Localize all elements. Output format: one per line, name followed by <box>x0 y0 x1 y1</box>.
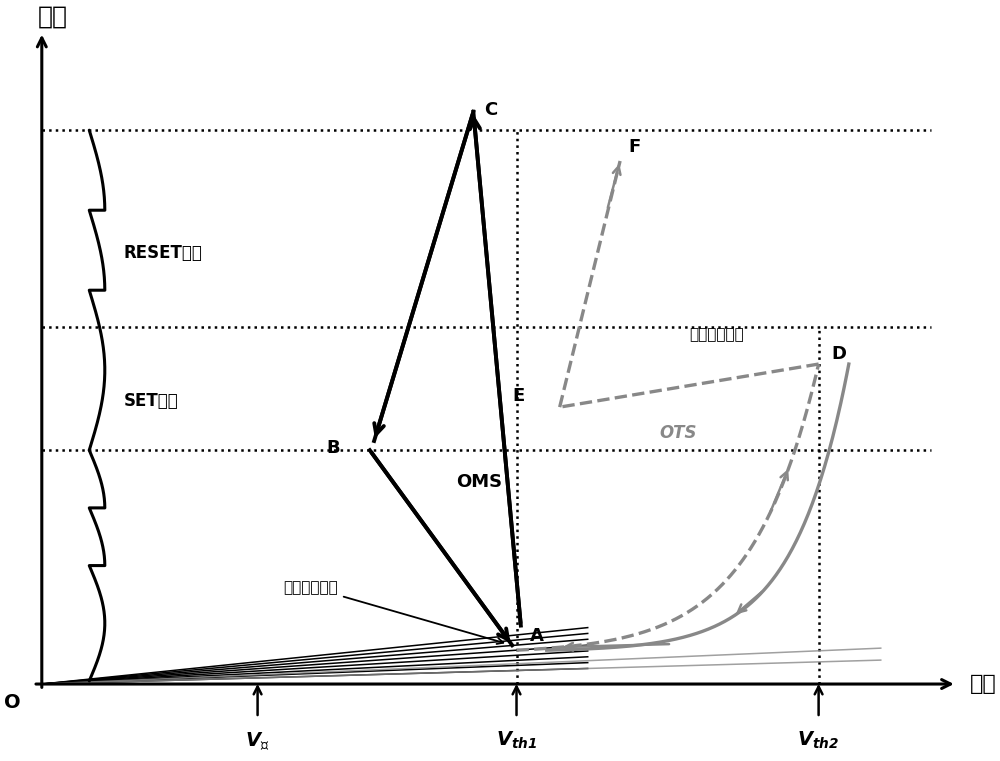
Text: $\bfit{V}_{th1}$: $\bfit{V}_{th1}$ <box>496 731 537 751</box>
Text: F: F <box>629 138 641 156</box>
Text: OMS: OMS <box>456 473 502 491</box>
Text: B: B <box>327 439 340 457</box>
Text: RESET电流: RESET电流 <box>124 244 203 263</box>
Text: E: E <box>512 387 524 405</box>
Text: 相变临界电压: 相变临界电压 <box>689 327 744 342</box>
Text: 相变临界电压: 相变临界电压 <box>283 580 503 644</box>
Text: D: D <box>832 345 847 363</box>
Text: C: C <box>484 101 497 119</box>
Text: 电压: 电压 <box>970 674 996 694</box>
Text: $\bfit{V}_{th2}$: $\bfit{V}_{th2}$ <box>797 731 840 751</box>
Text: 电流: 电流 <box>37 5 67 29</box>
Text: O: O <box>4 693 20 712</box>
Text: A: A <box>529 627 543 645</box>
Text: OTS: OTS <box>659 424 696 442</box>
Text: $\bfit{V}_{读}$: $\bfit{V}_{读}$ <box>245 731 270 753</box>
Text: SET电流: SET电流 <box>124 392 179 410</box>
